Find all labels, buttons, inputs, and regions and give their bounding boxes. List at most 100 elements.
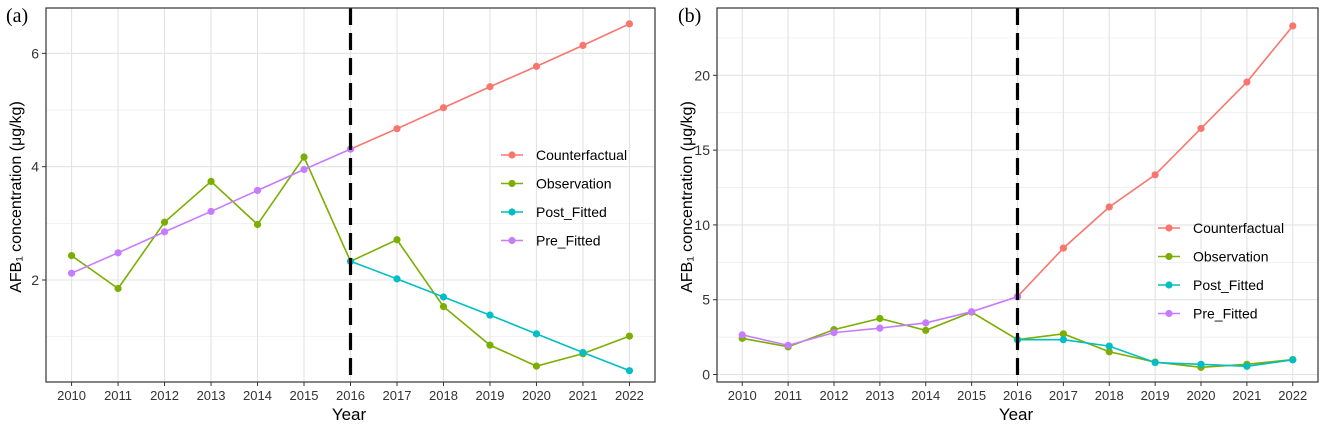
panel-b-x-tick-label: 2016 — [1003, 388, 1032, 403]
panel-a-legend-marker-post-fitted — [508, 208, 516, 216]
panel-b-x-tick-label: 2010 — [728, 388, 757, 403]
panel-a-point-post-fitted — [579, 348, 587, 357]
panel-a-border — [45, 7, 656, 383]
panel-a-legend-label-post-fitted: Post_Fitted — [536, 204, 607, 220]
panel-b-border — [716, 7, 1319, 383]
panel-b-x-tick-label: 2015 — [957, 388, 986, 403]
panel-b-point-post-fitted — [1105, 342, 1113, 350]
panel-b-point-pre-fitted — [738, 331, 746, 339]
panel-b-x-axis-title: Year — [999, 405, 1034, 424]
panel-b-y-tick-label: 0 — [702, 367, 710, 383]
panel-b-y-tick-label: 20 — [694, 67, 710, 83]
panel-a-point-post-fitted — [532, 330, 541, 338]
panel-a-point-pre-fitted — [253, 186, 262, 195]
panel-a-point-counterfactual — [486, 83, 494, 91]
panel-b-point-observation — [1105, 348, 1113, 356]
panel-a-point-pre-fitted — [67, 269, 76, 277]
panel-a-point-pre-fitted — [300, 165, 308, 174]
panel-b-legend-label-counterfactual: Counterfactual — [1193, 220, 1284, 236]
panel-a-point-observation — [625, 332, 634, 340]
panel-a-point-observation — [253, 220, 262, 229]
panel-b-x-tick-label: 2021 — [1232, 388, 1261, 403]
panel-a-x-tick-label: 2018 — [429, 388, 458, 403]
panel-b-legend-label-pre-fitted: Pre_Fitted — [1193, 306, 1258, 322]
panel-a-legend-label-counterfactual: Counterfactual — [536, 147, 627, 163]
panel-a-x-tick-label: 2019 — [476, 388, 505, 403]
panel-b-point-counterfactual — [1105, 203, 1113, 211]
panel-a-x-tick-label: 2020 — [522, 388, 551, 403]
panel-b-y-axis-title: AFB₁ concentration (μg/kg) — [679, 101, 696, 293]
panel-b-y-tick-label: 15 — [694, 142, 710, 158]
panel-a-point-counterfactual — [532, 62, 541, 70]
panel-a-y-tick-label: 2 — [31, 272, 39, 288]
panel-b-point-observation — [922, 326, 930, 334]
panel-b-x-tick-label: 2017 — [1049, 388, 1078, 403]
panel-b-legend-marker-counterfactual — [1165, 224, 1173, 232]
panel-b-point-counterfactual — [1059, 244, 1067, 252]
panel-b-point-pre-fitted — [830, 329, 838, 337]
panel-b-legend-label-post-fitted: Post_Fitted — [1193, 277, 1264, 293]
panel-b-x-tick-label: 2019 — [1141, 388, 1170, 403]
panel-a-point-observation — [532, 362, 541, 370]
panel-b-y-tick-label: 5 — [702, 292, 710, 308]
panel-b-point-post-fitted — [1197, 360, 1205, 368]
panel-a-point-counterfactual — [439, 104, 448, 112]
panel-a-point-observation — [207, 177, 215, 185]
panel-a-point-observation — [393, 236, 401, 244]
panel-a-legend-marker-pre-fitted — [508, 236, 516, 245]
panel-a-point-counterfactual — [579, 41, 587, 50]
panel-b-point-observation — [1059, 330, 1067, 338]
panel-b-legend-marker-post-fitted — [1165, 281, 1173, 289]
panel-a-point-observation — [439, 303, 448, 311]
panel-a-point-post-fitted — [486, 311, 494, 319]
panel-b-x-tick-label: 2018 — [1095, 388, 1124, 403]
panel-b-point-counterfactual — [1289, 22, 1297, 30]
panel-b-x-tick-label: 2014 — [911, 388, 940, 403]
panel-a-legend-label-pre-fitted: Pre_Fitted — [536, 233, 601, 249]
panel-a-x-tick-label: 2015 — [290, 388, 319, 403]
panel-b-x-tick-label: 2011 — [774, 388, 802, 403]
panel-b-point-counterfactual — [1197, 124, 1205, 133]
panel-b-point-pre-fitted — [876, 324, 884, 332]
panel-a-x-tick-label: 2011 — [104, 388, 132, 403]
panel-b-x-tick-label: 2022 — [1278, 388, 1307, 403]
panel-b-y-tick-label: 10 — [694, 217, 710, 233]
panel-a-x-tick-label: 2016 — [336, 388, 365, 403]
panel-b-point-observation — [876, 314, 884, 323]
panel-b-label: (b) — [678, 5, 701, 27]
panel-b-legend-label-observation: Observation — [1193, 249, 1268, 265]
panel-a-point-pre-fitted — [114, 249, 122, 257]
panel-a: (a) Year AFB₁ concentration (μg/kg) 2 4 6 2… — [6, 5, 656, 424]
panel-b-legend-marker-observation — [1165, 252, 1173, 261]
panel-b-legend-marker-pre-fitted — [1165, 309, 1173, 318]
panel-b-point-counterfactual — [1151, 171, 1159, 179]
panel-a-x-axis-title: Year — [332, 405, 367, 424]
panel-b-point-post-fitted — [1243, 362, 1251, 370]
panel-a-point-counterfactual — [393, 125, 401, 133]
panel-b-point-pre-fitted — [922, 319, 930, 327]
panel-b-point-pre-fitted — [968, 308, 976, 316]
panel-b-point-post-fitted — [1151, 358, 1159, 367]
panel-b: (b) Year AFB₁ concentration (μg/kg) 0 5 10… — [678, 5, 1319, 424]
panel-a-point-observation — [300, 153, 308, 161]
panel-a-legend-label-observation: Observation — [536, 176, 611, 192]
panel-a-point-post-fitted — [439, 293, 448, 301]
panel-a-x-tick-label: 2021 — [568, 388, 597, 403]
panel-a-x-tick-label: 2010 — [57, 388, 86, 403]
panel-a-point-post-fitted — [393, 275, 401, 283]
panel-a-y-tick-label: 4 — [31, 159, 39, 175]
panel-a-x-tick-label: 2017 — [383, 388, 412, 403]
panel-b-x-tick-label: 2020 — [1187, 388, 1216, 403]
panel-a-point-pre-fitted — [207, 207, 215, 216]
panel-a-point-observation — [160, 218, 169, 226]
panel-a-x-tick-label: 2013 — [197, 388, 226, 403]
panel-a-label: (a) — [6, 5, 28, 27]
panel-a-point-observation — [67, 252, 76, 260]
panel-a-legend-marker-counterfactual — [508, 151, 516, 159]
panel-a-x-tick-label: 2022 — [615, 388, 644, 403]
panel-a-x-tick-label: 2014 — [243, 388, 272, 403]
panel-a-x-tick-label: 2012 — [150, 388, 179, 403]
panel-a-legend-marker-observation — [508, 179, 516, 188]
panel-a-point-observation — [114, 284, 122, 293]
